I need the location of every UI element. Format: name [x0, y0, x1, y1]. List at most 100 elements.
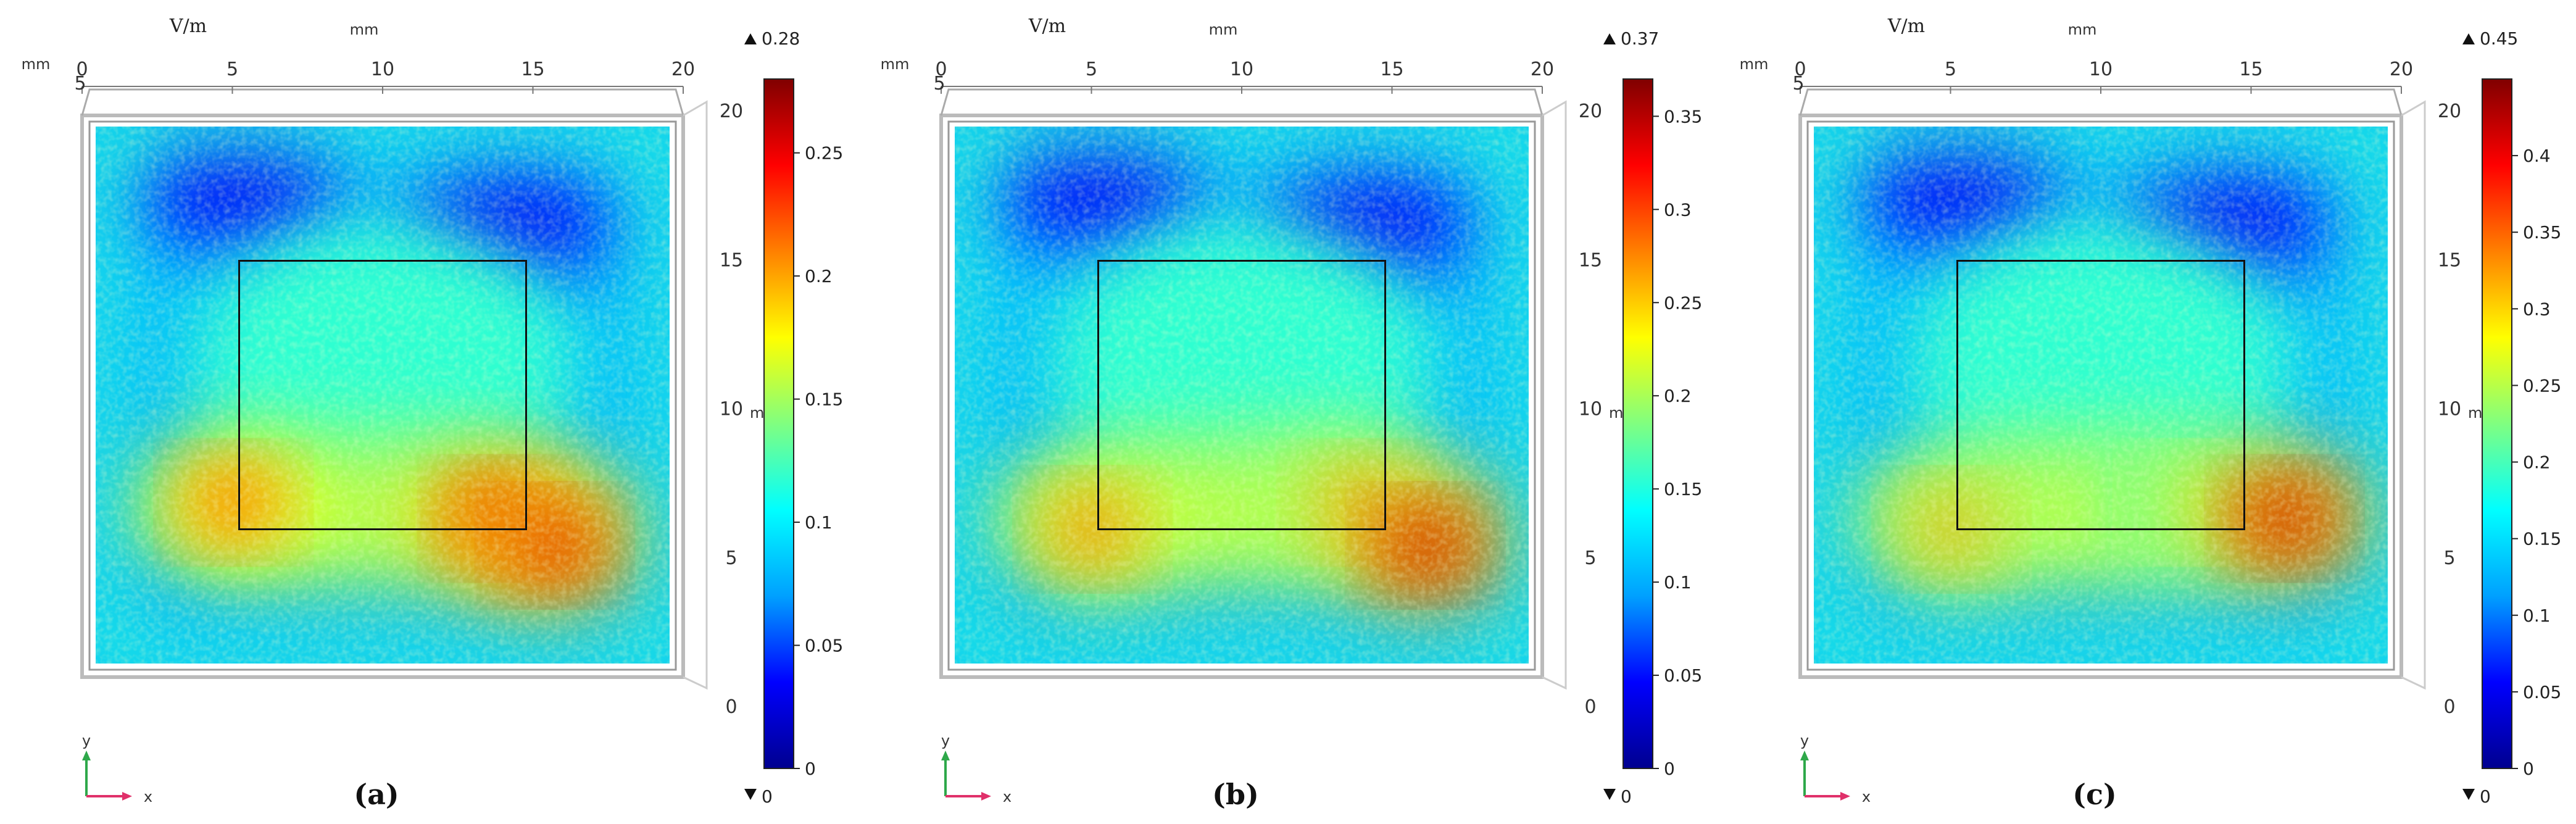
right-axis-tick-label: 20	[1579, 101, 1602, 122]
colorbar-tick-label: 0.4	[2523, 146, 2551, 166]
colorbar-tick-label: 0	[2523, 759, 2534, 779]
triad-y-arrowhead-icon	[941, 751, 950, 760]
top-axis-tick-label: 15	[2239, 59, 2262, 80]
inner-square-outline	[1956, 260, 2245, 530]
right-axis-unit: m	[2468, 404, 2482, 422]
colorbar-min-label: 0	[2480, 786, 2491, 807]
colorbar-tick-label: 0.1	[2523, 606, 2551, 626]
top-axis-tick-label: 15	[1380, 59, 1403, 80]
panel-caption: (c)	[2072, 778, 2117, 811]
top-axis-tick-label: 0	[935, 59, 947, 80]
colorbar-tick-label: 0.2	[805, 266, 833, 286]
triad-x-label: x	[1003, 788, 1012, 805]
speckle-texture	[1814, 127, 2388, 664]
colorbar-min-label: 0	[1621, 786, 1632, 807]
top-axis-tick-label: 5	[1945, 59, 1956, 80]
perspective-side	[1542, 100, 1567, 690]
heatmap-panel-2: 0 5 10 15 20mmmm5V/m05101520m00.050.10.150.2…	[881, 15, 1703, 811]
triad-x-arrowhead-icon	[1840, 792, 1850, 801]
colorbar-tick-label: 0.3	[2523, 299, 2551, 319]
triad-x-arrowhead-icon	[122, 792, 132, 801]
field-heatmap	[955, 127, 1529, 664]
top-axis-unit: mm	[1209, 21, 1238, 38]
right-axis-tick-label: 15	[1579, 249, 1602, 271]
colorbar-tick-label: 0	[805, 759, 816, 779]
min-triangle-icon	[744, 789, 757, 800]
triad-y-label: y	[1800, 732, 1809, 749]
triad-y-label: y	[941, 732, 950, 749]
colorbar-tick-label: 0.05	[805, 636, 843, 656]
colorbar	[1622, 78, 1653, 769]
inner-frame	[947, 120, 1536, 671]
triad-x-label: x	[1862, 788, 1871, 805]
colorbar	[2482, 78, 2512, 769]
outer-frame	[1798, 114, 2403, 679]
colorbar-tick-label: 0.05	[1664, 665, 1702, 686]
colorbar-tick-label: 0.25	[1664, 293, 1702, 313]
right-axis-tick-label: 20	[2438, 101, 2461, 122]
colorbar-tick-label: 0.35	[1664, 106, 1702, 127]
panel-caption: (a)	[354, 778, 399, 811]
colorbar-tick-label: 0.15	[805, 389, 843, 410]
colorbar-tick-label: 0.1	[805, 512, 833, 533]
triad-x-label: x	[144, 788, 152, 805]
left-top-tick-label: 5	[74, 73, 86, 94]
inner-square-outline	[238, 260, 527, 530]
top-axis-unit: mm	[350, 21, 379, 38]
min-triangle-icon	[2462, 789, 2475, 800]
right-axis-tick-label: 5	[1584, 547, 1596, 569]
perspective-side	[2401, 100, 2426, 690]
max-triangle-icon	[1603, 33, 1616, 44]
colorbar-max-label: 0.28	[762, 28, 800, 49]
colorbar-unit-label: V/m	[1028, 15, 1066, 37]
right-axis-tick-label: 10	[2438, 399, 2461, 420]
triad-y-arrowhead-icon	[1800, 751, 1809, 760]
colorbar-tick-label: 0.1	[1664, 572, 1692, 593]
triad-y-label: y	[82, 732, 91, 749]
left-axis-unit: mm	[1740, 56, 1769, 73]
colorbar-tick-label: 0.3	[1664, 199, 1692, 220]
inner-square-outline	[1097, 260, 1386, 530]
heatmap-panel-3: 0 5 10 15 20mmmm5V/m05101520m00.050.10.150.2…	[1740, 15, 2562, 811]
colorbar-tick-label: 0.05	[2523, 682, 2561, 702]
outer-frame	[939, 114, 1544, 679]
left-axis-unit: mm	[22, 56, 51, 73]
triad-y-arrowhead-icon	[82, 751, 91, 760]
colorbar-unit-label: V/m	[1887, 15, 1925, 37]
right-axis-tick-label: 5	[2443, 547, 2455, 569]
triad-x-arrowhead-icon	[981, 792, 991, 801]
colorbar-tick-label: 0.2	[1664, 386, 1692, 406]
top-axis-tick-label: 0	[76, 59, 88, 80]
top-axis-tick-label: 10	[1230, 59, 1253, 80]
max-triangle-icon	[744, 33, 757, 44]
colorbar-max-label: 0.37	[1621, 28, 1659, 49]
top-axis-unit: mm	[2068, 21, 2097, 38]
right-axis-tick-label: 0	[725, 696, 737, 718]
left-top-tick-label: 5	[1792, 73, 1804, 94]
top-axis-tick-label: 20	[2390, 59, 2413, 80]
field-heatmap	[96, 127, 670, 664]
colorbar	[763, 78, 794, 769]
speckle-texture	[96, 127, 670, 664]
colorbar-tick-label: 0.15	[1664, 479, 1702, 499]
top-axis-tick-label: 5	[1086, 59, 1097, 80]
top-axis-tick-label: 5	[226, 59, 238, 80]
right-axis-unit: m	[1609, 404, 1623, 422]
field-heatmap	[1814, 127, 2388, 664]
top-axis-tick-label: 20	[671, 59, 695, 80]
colorbar-max-label: 0.45	[2480, 28, 2518, 49]
left-top-tick-label: 5	[933, 73, 945, 94]
min-triangle-icon	[1603, 789, 1616, 800]
colorbar-tick-label: 0.15	[2523, 529, 2561, 549]
panel-caption: (b)	[1212, 778, 1259, 811]
right-axis-tick-label: 20	[720, 101, 743, 122]
heatmap-panel-1: 0 5 10 15 20mmmm5V/m05101520m00.050.10.150.2…	[22, 15, 844, 811]
right-axis-tick-label: 0	[1584, 696, 1596, 718]
top-axis-tick-label: 0	[1794, 59, 1806, 80]
speckle-texture	[955, 127, 1529, 664]
right-axis-tick-label: 15	[720, 249, 743, 271]
top-axis-tick-label: 20	[1531, 59, 1554, 80]
colorbar-tick-label: 0.2	[2523, 452, 2551, 473]
colorbar-tick-label: 0.35	[2523, 222, 2561, 243]
right-axis-tick-label: 15	[2438, 249, 2461, 271]
